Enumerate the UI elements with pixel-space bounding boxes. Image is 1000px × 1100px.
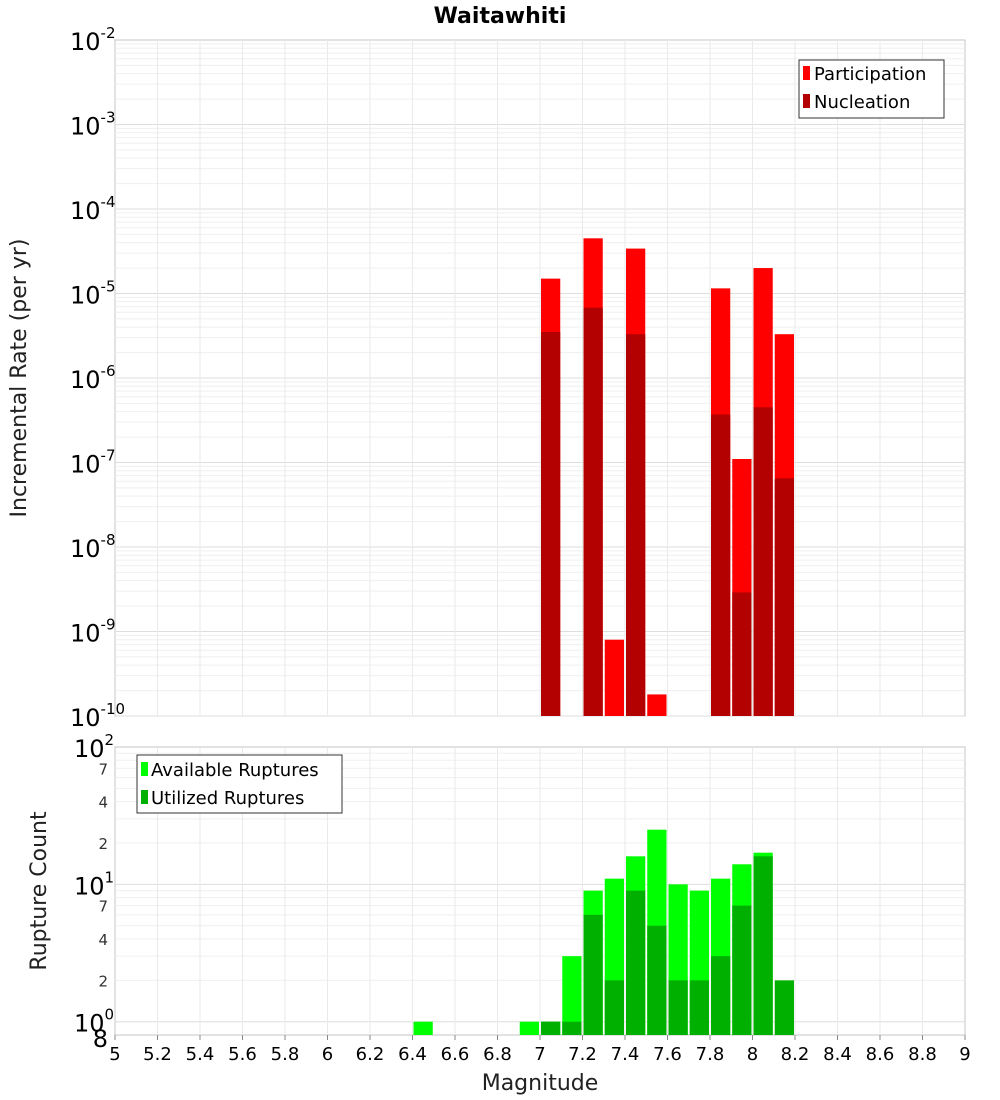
legend-swatch-utilized [141,790,148,804]
top-bar-nucleation [732,592,752,716]
bottom-bar-utilized [562,1021,582,1035]
bottom-y-minor-tick-label: 4 [98,931,108,949]
x-tick-label: 8.6 [866,1044,895,1065]
top-legend: Participation Nucleation [798,59,945,119]
legend-label-participation: Participation [814,64,926,85]
x-tick-label: 6.6 [441,1044,470,1065]
bottom-bar-utilized [732,905,752,1035]
top-bar-participation [647,694,667,716]
bottom-bar-available [519,1021,539,1035]
x-tick-label: 8 [747,1044,758,1065]
x-tick-label: 7.4 [611,1044,640,1065]
x-tick-label: 8.2 [781,1044,810,1065]
top-y-axis-ticks: 10-10 10-9 10-8 10-7 10-6 10-5 10-4 10-3 10-2 [70,24,125,732]
x-tick-label: 6 [322,1044,333,1065]
x-tick-label: 6.8 [483,1044,512,1065]
bottom-bar-utilized [626,890,646,1035]
bottom-plot-grid [115,747,965,1035]
bottom-y-axis-label: Rupture Count [27,811,52,971]
bottom-bar-available [413,1021,433,1035]
bottom-bar-utilized [647,925,667,1035]
bottom-bar-utilized [689,980,709,1035]
top-plot-grid [115,40,965,717]
bottom-y-minor-tick-label: 2 [98,835,108,853]
x-tick-label: 7.6 [653,1044,682,1065]
bottom-y-tick-label: 101 [74,868,114,900]
top-y-axis-label: Incremental Rate (per yr) [7,239,32,518]
legend-label-nucleation: Nucleation [814,92,910,113]
chart-title: Waitawhiti [434,4,567,29]
x-tick-label: 7.2 [568,1044,597,1065]
bottom-y-minor-tick-label: 4 [98,794,108,812]
top-bar-nucleation [753,407,773,716]
bottom-y-axis-ticks: 100 101 102 8 2 4 7 2 4 7 [74,731,114,1053]
x-tick-label: 5.2 [143,1044,172,1065]
bottom-plot-bars [413,829,794,1035]
legend-swatch-nucleation [803,94,810,108]
x-tick-label: 6.4 [398,1044,427,1065]
bottom-y-tick-label: 100 [74,1006,114,1038]
x-tick-label: 5.6 [228,1044,257,1065]
bottom-bar-utilized [583,914,603,1035]
top-y-tick-label: 10-5 [70,278,116,310]
x-axis-label: Magnitude [482,1071,599,1096]
legend-swatch-participation [803,66,810,80]
x-tick-label: 5.4 [186,1044,215,1065]
top-bar-nucleation [626,334,646,716]
bottom-bar-utilized [668,980,688,1035]
bottom-y-minor-tick-label: 2 [98,972,108,990]
top-plot-bars [541,238,794,717]
legend-swatch-available [141,762,148,776]
bottom-bar-utilized [774,980,794,1035]
top-bar-participation [604,639,624,716]
top-y-tick-label: 10-6 [70,362,116,394]
x-tick-label: 5.8 [271,1044,300,1065]
top-y-tick-label: 10-10 [70,700,125,732]
bottom-y-tick-label: 102 [74,731,114,763]
top-bar-nucleation [541,332,561,716]
bottom-y-minor-tick-label: 7 [98,760,108,778]
legend-label-utilized: Utilized Ruptures [151,788,304,809]
x-tick-label: 9 [959,1044,970,1065]
bottom-bar-available [562,956,582,1035]
x-tick-label: 7.8 [696,1044,725,1065]
legend-label-available: Available Ruptures [151,760,319,781]
bottom-legend-box [136,754,343,814]
top-y-tick-label: 10-9 [70,616,116,648]
bottom-bar-utilized [604,980,624,1035]
bottom-y-minor-tick-label: 7 [98,898,108,916]
top-bar-nucleation [711,414,731,716]
x-tick-label: 7 [534,1044,545,1065]
x-tick-label: 8.8 [908,1044,937,1065]
bottom-y-minor-tick-label: 8 [93,1025,108,1053]
top-bar-nucleation [774,478,794,716]
top-y-tick-label: 10-4 [70,193,116,225]
x-tick-label: 5 [109,1044,120,1065]
bottom-legend: Available Ruptures Utilized Ruptures [136,754,343,814]
x-tick-label: 6.2 [356,1044,385,1065]
bottom-bar-utilized [711,956,731,1035]
top-y-tick-label: 10-2 [70,24,116,56]
bottom-bar-utilized [541,1021,561,1035]
top-legend-box [798,59,945,119]
top-y-tick-label: 10-7 [70,447,116,479]
top-y-tick-label: 10-3 [70,109,116,141]
top-y-tick-label: 10-8 [70,531,116,563]
x-tick-label: 8.4 [823,1044,852,1065]
top-bar-nucleation [583,307,603,716]
bottom-bar-utilized [753,856,773,1035]
x-axis-ticks: 5 5.2 5.4 5.6 5.8 6 6.2 6.4 6.6 6.8 7 7.2 7.4 7.6 7.8 8… [109,1035,971,1065]
